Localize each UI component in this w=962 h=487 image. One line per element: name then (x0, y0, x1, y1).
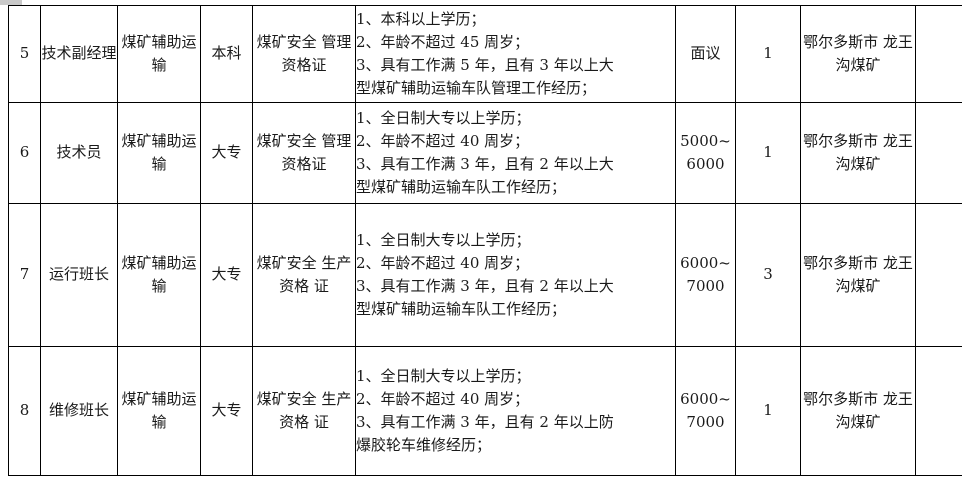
company-line: 龙王沟煤矿 (835, 389, 913, 431)
requirement-line: 2、年龄不超过 45 周岁； (356, 32, 530, 51)
cell-education: 大专 (200, 203, 253, 347)
company-line: 龙王沟煤矿 (835, 32, 913, 74)
cell-index: 5 (8, 5, 41, 103)
cell-remark (915, 5, 962, 103)
cell-department: 煤矿辅助运输 (117, 5, 201, 103)
requirement-line: 1、全日制大专以上学历； (356, 108, 531, 127)
table-row: 6 技术员 煤矿辅助运输 大专 煤矿安全 管理 资格证 1、全日制大专以上学历；… (8, 102, 962, 204)
cell-position: 技术员 (40, 102, 118, 204)
cell-certificate: 煤矿安全 管理 资格证 (252, 102, 356, 204)
cell-company: 鄂尔多斯市 龙王沟煤矿 (800, 203, 916, 347)
cell-certificate: 煤矿安全 管理 资格证 (252, 5, 356, 103)
company-line: 龙王沟煤矿 (835, 253, 913, 295)
requirement-line: 3、具有工作满 3 年，且有 2 年以上防 (356, 413, 614, 431)
cell-remark (915, 203, 962, 347)
certificate-line: 管理 (321, 32, 352, 51)
page-corner-marker (0, 0, 22, 5)
certificate-line: 煤矿安全 (256, 131, 317, 150)
cell-headcount: 3 (735, 203, 801, 347)
cell-company: 鄂尔多斯市 龙王沟煤矿 (800, 346, 916, 476)
recruitment-table: 5 技术副经理 煤矿辅助运输 本科 煤矿安全 管理 资格证 1、本科以上学历； … (8, 5, 962, 476)
cell-index: 8 (8, 346, 41, 476)
certificate-line: 生产资格 (279, 253, 352, 295)
table-row: 7 运行班长 煤矿辅助运输 大专 煤矿安全 生产资格 证 1、全日制大专以上学历… (8, 203, 962, 347)
certificate-line: 煤矿安全 (256, 32, 317, 51)
requirement-line: 1、全日制大专以上学历； (356, 366, 531, 385)
certificate-line: 证 (313, 413, 329, 431)
cell-requirements: 1、全日制大专以上学历； 2、年龄不超过 40 周岁； 3、具有工作满 3 年，… (355, 203, 676, 347)
certificate-line: 资格证 (281, 56, 327, 74)
certificate-line: 资格证 (281, 155, 327, 173)
requirement-line: 2、年龄不超过 40 周岁； (356, 253, 530, 272)
cell-company: 鄂尔多斯市 龙王沟煤矿 (800, 5, 916, 103)
company-line: 鄂尔多斯市 (803, 389, 879, 408)
cell-certificate: 煤矿安全 生产资格 证 (252, 203, 356, 347)
cell-department: 煤矿辅助运输 (117, 346, 201, 476)
requirement-line: 2、年龄不超过 40 周岁； (356, 389, 530, 408)
certificate-line: 生产资格 (279, 389, 352, 431)
company-line: 鄂尔多斯市 (803, 253, 879, 272)
cell-certificate: 煤矿安全 生产资格 证 (252, 346, 356, 476)
requirement-line: 爆胶轮车维修经历； (356, 436, 492, 455)
cell-salary: 5000~6000 (675, 102, 736, 204)
certificate-line: 煤矿安全 (256, 389, 317, 408)
company-line: 龙王沟煤矿 (835, 131, 913, 173)
requirement-line: 3、具有工作满 5 年，且有 3 年以上大 (356, 56, 614, 74)
cell-remark (915, 102, 962, 204)
certificate-line: 煤矿安全 (256, 253, 317, 272)
table-row: 8 维修班长 煤矿辅助运输 大专 煤矿安全 生产资格 证 1、全日制大专以上学历… (8, 346, 962, 476)
requirement-line: 2、年龄不超过 40 周岁； (356, 131, 530, 150)
cell-department: 煤矿辅助运输 (117, 203, 201, 347)
cell-salary: 面议 (675, 5, 736, 103)
cell-remark (915, 346, 962, 476)
company-line: 鄂尔多斯市 (803, 32, 879, 51)
cell-position: 运行班长 (40, 203, 118, 347)
cell-education: 大专 (200, 346, 253, 476)
cell-requirements: 1、本科以上学历； 2、年龄不超过 45 周岁； 3、具有工作满 5 年，且有 … (355, 5, 676, 103)
requirement-line: 型煤矿辅助运输车队管理工作经历； (356, 79, 597, 98)
cell-salary: 6000~7000 (675, 346, 736, 476)
company-line: 鄂尔多斯市 (803, 131, 879, 150)
cell-salary: 6000~7000 (675, 203, 736, 347)
cell-company: 鄂尔多斯市 龙王沟煤矿 (800, 102, 916, 204)
cell-requirements: 1、全日制大专以上学历； 2、年龄不超过 40 周岁； 3、具有工作满 3 年，… (355, 346, 676, 476)
cell-department: 煤矿辅助运输 (117, 102, 201, 204)
requirement-line: 3、具有工作满 3 年，且有 2 年以上大 (356, 155, 614, 173)
table-row: 5 技术副经理 煤矿辅助运输 本科 煤矿安全 管理 资格证 1、本科以上学历； … (8, 5, 962, 103)
certificate-line: 证 (313, 277, 329, 295)
table-body: 5 技术副经理 煤矿辅助运输 本科 煤矿安全 管理 资格证 1、本科以上学历； … (8, 5, 962, 476)
cell-education: 大专 (200, 102, 253, 204)
requirement-line: 1、本科以上学历； (356, 9, 486, 28)
requirement-line: 型煤矿辅助运输车队工作经历； (356, 300, 567, 319)
cell-index: 7 (8, 203, 41, 347)
cell-requirements: 1、全日制大专以上学历； 2、年龄不超过 40 周岁； 3、具有工作满 3 年，… (355, 102, 676, 204)
cell-headcount: 1 (735, 346, 801, 476)
requirement-line: 型煤矿辅助运输车队工作经历； (356, 178, 567, 197)
cell-headcount: 1 (735, 5, 801, 103)
cell-position: 维修班长 (40, 346, 118, 476)
requirement-line: 3、具有工作满 3 年，且有 2 年以上大 (356, 277, 614, 295)
cell-index: 6 (8, 102, 41, 204)
certificate-line: 管理 (321, 131, 352, 150)
cell-education: 本科 (200, 5, 253, 103)
requirement-line: 1、全日制大专以上学历； (356, 230, 531, 249)
cell-position: 技术副经理 (40, 5, 118, 103)
cell-headcount: 1 (735, 102, 801, 204)
